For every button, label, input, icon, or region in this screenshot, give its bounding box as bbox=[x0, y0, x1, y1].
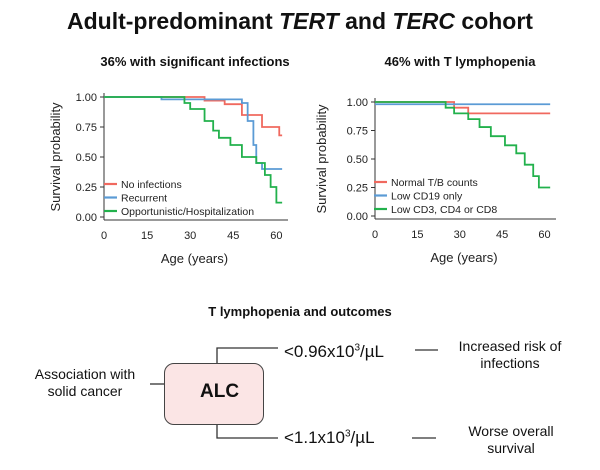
alc-box bbox=[164, 363, 264, 425]
title-gene-1: TERT bbox=[279, 8, 339, 34]
survival-text: Worse overall survival bbox=[468, 423, 554, 456]
y-axis-label: Survival probability bbox=[48, 102, 63, 212]
threshold-top: <0.96x103/µL bbox=[284, 342, 384, 361]
main-title: Adult-predominant TERT and TERC cohort bbox=[67, 8, 533, 34]
outcomes-section-title: T lymphopenia and outcomes bbox=[208, 304, 392, 319]
legend-label-3: Opportunistic/Hospitalization bbox=[121, 206, 254, 218]
x-axis-label: Age (years) bbox=[161, 251, 228, 266]
x-tick-label: 60 bbox=[538, 229, 550, 241]
x-tick-label: 45 bbox=[496, 229, 508, 241]
x-axis-label: Age (years) bbox=[430, 250, 497, 265]
series-line-3 bbox=[375, 101, 551, 189]
y-tick-label: 0.25 bbox=[76, 182, 97, 194]
legend-label-1: No infections bbox=[121, 179, 182, 191]
title-gene-2: TERC bbox=[392, 8, 456, 34]
x-tick-label: 60 bbox=[270, 230, 282, 242]
left-survival-chart: 0.00 0.25 0.50 0.75 1.00 0 15 30 45 60 Age (years)… bbox=[48, 92, 288, 266]
infection-risk-text: Increased risk of infections bbox=[458, 338, 562, 371]
y-tick-label: 0.50 bbox=[347, 154, 368, 166]
y-tick-label: 0.00 bbox=[347, 211, 368, 223]
alc-label: ALC bbox=[200, 381, 240, 402]
y-tick-label: 0.25 bbox=[347, 183, 368, 195]
left-chart-title: 36% with significant infections bbox=[100, 54, 290, 69]
x-tick-label: 45 bbox=[227, 230, 239, 242]
right-survival-chart: 0.00 0.25 0.50 0.75 1.00 0 15 30 45 60 Age (years)… bbox=[314, 97, 556, 265]
association-text: Association with solid cancer bbox=[34, 366, 136, 399]
series-line-3 bbox=[104, 96, 283, 204]
x-tick-label: 15 bbox=[411, 229, 423, 241]
y-axis-label: Survival probability bbox=[314, 104, 329, 214]
y-tick-label: 1.00 bbox=[347, 97, 368, 109]
legend-label-3: Low CD3, CD4 or CD8 bbox=[391, 204, 497, 216]
y-tick-label: 0.75 bbox=[76, 122, 97, 134]
right-chart-title: 46% with T lymphopenia bbox=[384, 54, 536, 69]
legend-label-1: Normal T/B counts bbox=[391, 177, 478, 189]
legend-label-2: Low CD19 only bbox=[391, 191, 463, 203]
alc-bracket bbox=[216, 347, 278, 439]
x-tick-label: 30 bbox=[454, 229, 466, 241]
legend-label-2: Recurrent bbox=[121, 193, 167, 205]
y-tick-label: 0.50 bbox=[76, 152, 97, 164]
x-tick-label: 15 bbox=[141, 230, 153, 242]
y-tick-label: 0.00 bbox=[76, 212, 97, 224]
x-tick-label: 30 bbox=[184, 230, 196, 242]
y-tick-label: 0.75 bbox=[347, 126, 368, 138]
threshold-bottom: <1.1x103/µL bbox=[284, 428, 375, 447]
y-tick-label: 1.00 bbox=[76, 92, 97, 104]
x-tick-label: 0 bbox=[372, 229, 378, 241]
x-tick-label: 0 bbox=[101, 230, 107, 242]
